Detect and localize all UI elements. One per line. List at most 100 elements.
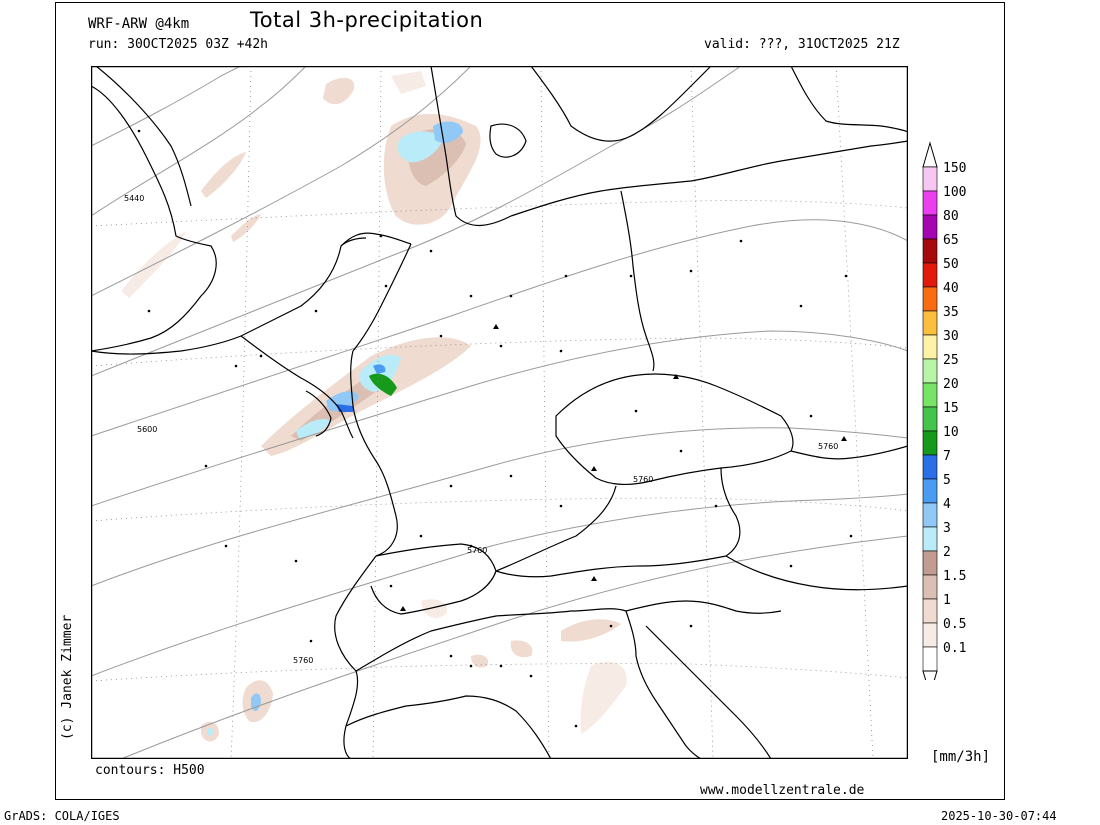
colorbar-label: 20 (943, 377, 959, 392)
precip-area-italy-3 (471, 654, 489, 668)
coast-italy-west (345, 695, 552, 759)
contours-note: contours: H500 (95, 763, 205, 778)
colorbar-swatch (922, 526, 938, 552)
run-label: run: 30OCT2025 03Z +42h (88, 37, 269, 52)
coast-netherlands (340, 232, 412, 247)
colorbar-swatch (922, 430, 938, 456)
precip-area-ruhr (359, 354, 401, 392)
contour-label: 5760 (633, 475, 653, 484)
grads-credit: GrADS: COLA/IGES (4, 809, 120, 823)
colorbar-label: 150 (943, 161, 966, 176)
precip-area-italy-2 (580, 661, 627, 734)
colorbar-swatch (922, 238, 938, 264)
colorbar-swatch (922, 286, 938, 312)
colorbar-swatch (922, 166, 938, 192)
colorbar-swatch (922, 574, 938, 600)
plot-frame (55, 2, 1005, 800)
colorbar-label: 30 (943, 329, 959, 344)
copyright-credit: (c) Janek Zimmer (60, 614, 75, 740)
colorbar-label: 100 (943, 185, 966, 200)
precip-area-alps-1 (421, 599, 447, 618)
precipitation-colorbar: 150 100 80 65 50 40 35 30 25 20 15 10 7 5 4 3 2 1.5 1 0.5 0.… (922, 141, 966, 680)
precip-area-denmark-heavy (397, 131, 443, 163)
colorbar-min-arrow (922, 670, 938, 680)
precip-area-denmark-heavy2 (433, 121, 463, 143)
city-markers (137, 129, 853, 728)
coast-croatia (645, 625, 772, 759)
border-slovakia (790, 445, 908, 460)
border-belgium (240, 335, 354, 439)
colorbar-label: 0.1 (943, 641, 966, 656)
colorbar-swatch (922, 262, 938, 288)
border-luxembourg (305, 390, 332, 437)
colorbar-swatch (922, 334, 938, 360)
colorbar-label: 80 (943, 209, 959, 224)
contour-label: 5760 (293, 656, 313, 665)
colorbar-label: 15 (943, 401, 959, 416)
colorbar-swatch (922, 214, 938, 240)
graticule (91, 66, 908, 759)
precipitation-areas (121, 71, 627, 742)
generation-timestamp: 2025-10-30-07:44 (941, 809, 1057, 823)
precip-area-benelux-heavy2 (326, 391, 359, 412)
colorbar-label: 0.5 (943, 617, 966, 632)
border-germany-west (350, 243, 412, 557)
colorbar-swatch (922, 598, 938, 624)
colorbar-label: 4 (943, 497, 951, 512)
h500-contours (91, 66, 908, 759)
contour-label: 5440 (124, 194, 144, 203)
coast-adriatic (625, 610, 702, 759)
border-france-east (334, 555, 377, 759)
contour-label: 5760 (467, 546, 487, 555)
valid-label: valid: ???, 31OCT2025 21Z (704, 37, 900, 52)
colorbar-label: 65 (943, 233, 959, 248)
colorbar-swatch (922, 502, 938, 528)
contour-label: 5760 (818, 442, 838, 451)
border-austria (495, 467, 741, 578)
colorbar-label: 40 (943, 281, 959, 296)
border-slovenia (625, 600, 782, 614)
border-hungary (725, 555, 908, 591)
coast-denmark-islands (489, 123, 527, 158)
colorbar-swatch (922, 310, 938, 336)
coast-britain-east (95, 66, 192, 207)
precip-area-ruhr-blue (373, 364, 386, 374)
colorbar-swatch (922, 646, 938, 672)
colorbar-label: 2 (943, 545, 951, 560)
border-germany-poland (620, 190, 655, 372)
precip-area-italy-1 (510, 640, 533, 658)
colorbar-label: 7 (943, 449, 951, 464)
coast-sweden (530, 66, 712, 142)
colorbar-swatch (922, 478, 938, 504)
colorbar-swatch (922, 406, 938, 432)
precipitation-map: 5440 5600 5760 5760 5760 5760 (91, 66, 908, 759)
precip-area-alps-2 (561, 619, 621, 642)
colorbar-units: [mm/3h] (931, 749, 991, 765)
colorbar-swatch (922, 454, 938, 480)
colorbar-swatch (922, 190, 938, 216)
precip-area-north-streak (323, 77, 355, 105)
coast-britain (91, 85, 217, 352)
precip-area-uk-3 (231, 214, 261, 242)
model-label: WRF-ARW @4km (88, 16, 190, 32)
colorbar-label: 1 (943, 593, 951, 608)
coastlines-borders (91, 66, 908, 759)
precip-area-north-streak2 (391, 71, 426, 94)
website-credit: www.modellzentrale.de (700, 783, 865, 798)
border-switzerland (370, 543, 497, 615)
border-germany-austria (495, 485, 617, 572)
precip-area-med-2-core (207, 727, 214, 736)
colorbar-swatch (922, 358, 938, 384)
colorbar-swatch (922, 550, 938, 576)
colorbar-max-arrow (922, 141, 938, 168)
colorbar-label: 1.5 (943, 569, 966, 584)
contour-label: 5600 (137, 425, 157, 434)
coast-baltic (510, 140, 908, 217)
border-italy-north (355, 608, 627, 672)
precip-area-uk-1 (201, 152, 246, 198)
chart-title: Total 3h-precipitation (250, 8, 484, 32)
colorbar-label: 3 (943, 521, 951, 536)
colorbar-label: 50 (943, 257, 959, 272)
coast-baltic-east (790, 66, 908, 133)
colorbar-label: 5 (943, 473, 951, 488)
